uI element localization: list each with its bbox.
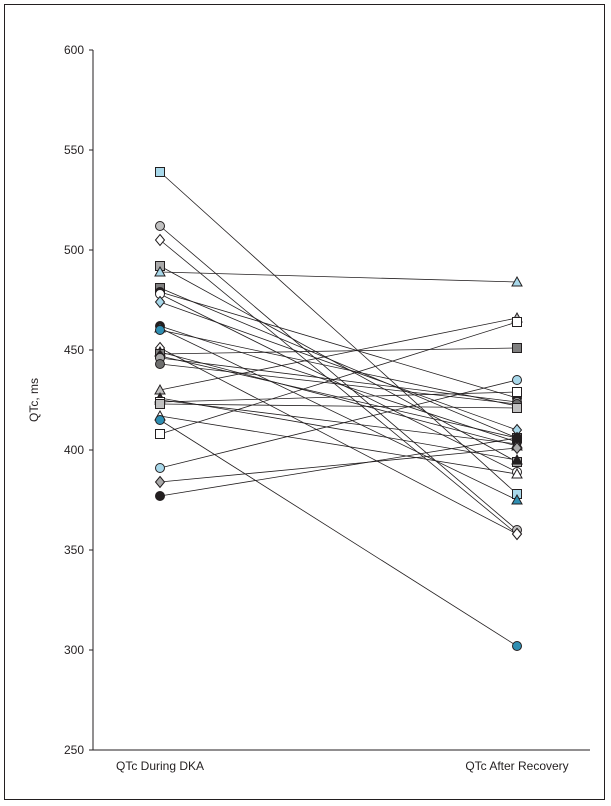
series-line-29 — [159, 437, 518, 497]
series-line-1 — [159, 171, 518, 495]
circle-marker — [512, 375, 522, 385]
square-marker — [512, 387, 522, 397]
circle-marker — [155, 325, 165, 335]
series-line-18 — [159, 363, 518, 405]
series-line-21 — [159, 399, 518, 445]
series-line-19 — [159, 317, 518, 391]
square-marker — [155, 167, 165, 177]
y-tick-label: 500 — [64, 243, 84, 257]
y-ticks: 250 300 350 400 450 500 550 600 — [64, 43, 93, 757]
diamond-marker — [154, 475, 166, 489]
square-marker — [512, 403, 522, 413]
series-line-4 — [159, 265, 518, 463]
y-axis-title: QTc, ms — [27, 378, 41, 422]
y-tick-label: 400 — [64, 443, 84, 457]
series-line-3 — [159, 239, 518, 535]
series-line-28 — [159, 447, 518, 483]
series-line-22 — [159, 391, 518, 403]
series-line-13 — [159, 347, 518, 535]
series-line-11 — [159, 327, 518, 501]
triangle-marker — [511, 467, 523, 479]
series-line-23 — [159, 403, 518, 409]
triangle-marker — [511, 453, 523, 465]
series-line-15 — [159, 347, 518, 355]
square-marker — [155, 429, 165, 439]
series-line-6 — [159, 287, 518, 439]
series-line-27 — [159, 379, 518, 469]
square-marker — [512, 317, 522, 327]
triangle-marker — [511, 275, 523, 287]
diamond-marker — [154, 295, 166, 309]
triangle-marker — [154, 265, 166, 277]
circle-marker — [155, 491, 165, 501]
square-marker — [155, 399, 165, 409]
series-line-5 — [159, 271, 518, 283]
chart-frame — [4, 4, 605, 800]
circle-marker — [155, 221, 165, 231]
circle-marker — [155, 463, 165, 473]
circle-marker — [155, 359, 165, 369]
x-tick-label-after: QTc After Recovery — [465, 759, 568, 773]
series-line-20 — [159, 397, 518, 461]
diamond-marker — [511, 441, 523, 455]
square-marker — [512, 343, 522, 353]
series-lines — [159, 171, 518, 647]
diamond-marker — [154, 233, 166, 247]
y-tick-label: 450 — [64, 343, 84, 357]
y-tick-label: 300 — [64, 643, 84, 657]
series-line-24 — [159, 415, 518, 475]
triangle-marker — [511, 493, 523, 505]
y-tick-label: 250 — [64, 743, 84, 757]
series-line-14 — [159, 351, 518, 447]
x-tick-label-during: QTc During DKA — [116, 759, 204, 773]
series-line-26 — [159, 321, 518, 435]
diamond-marker — [511, 527, 523, 541]
circle-marker — [512, 433, 522, 443]
series-markers — [154, 167, 523, 651]
series-line-9 — [159, 301, 518, 431]
series-line-7 — [159, 291, 518, 399]
y-tick-label: 350 — [64, 543, 84, 557]
y-tick-label: 600 — [64, 43, 84, 57]
circle-marker — [155, 415, 165, 425]
circle-marker — [512, 641, 522, 651]
series-line-17 — [159, 357, 518, 403]
axes: QTc, ms QTc During DKA QTc After Recover… — [27, 50, 590, 773]
y-tick-label: 550 — [64, 143, 84, 157]
series-line-25 — [159, 419, 518, 647]
